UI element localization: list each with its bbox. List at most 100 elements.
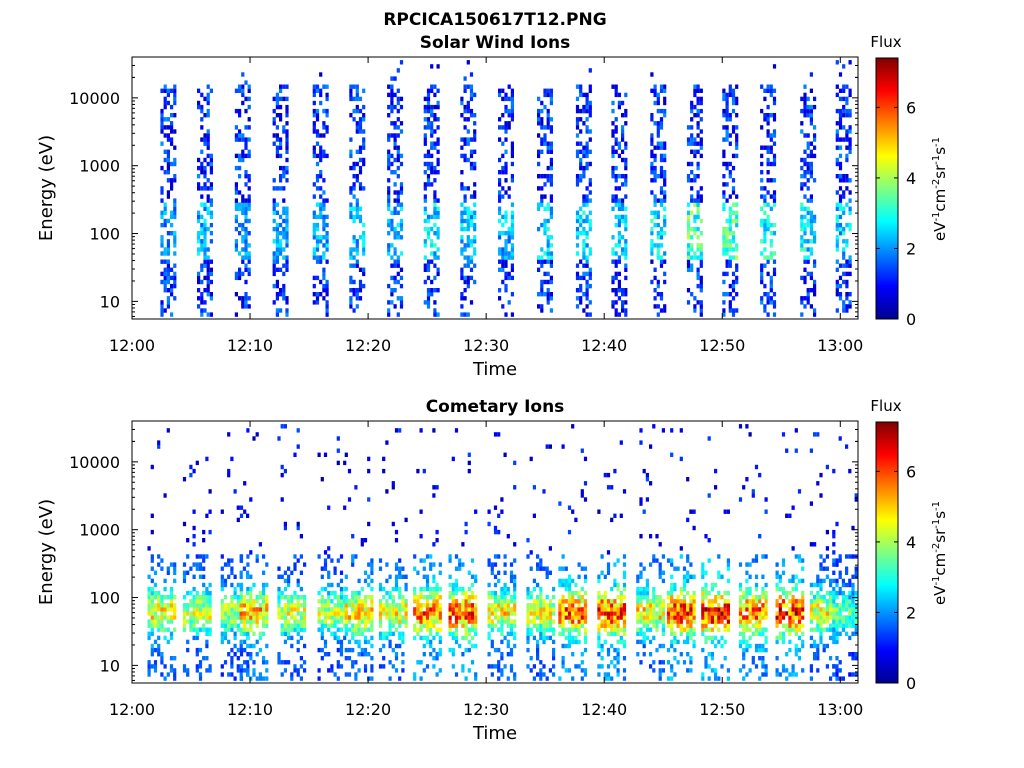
cell: [567, 619, 572, 624]
cell: [243, 660, 247, 665]
cell: [275, 113, 279, 118]
cell: [652, 635, 656, 641]
cell: [283, 619, 287, 624]
cell: [249, 497, 253, 502]
cell: [487, 615, 491, 620]
cell: [290, 599, 294, 604]
cell: [580, 660, 584, 665]
cell: [659, 165, 664, 171]
cell: [197, 88, 201, 93]
cell: [679, 623, 683, 628]
cell: [236, 664, 240, 669]
cell: [303, 668, 307, 673]
cell: [208, 631, 212, 636]
cell: [606, 485, 611, 490]
cell: [241, 271, 245, 277]
cell: [549, 206, 553, 211]
cell: [696, 210, 700, 215]
cell: [205, 656, 209, 661]
cell: [200, 267, 204, 272]
cell: [287, 599, 291, 604]
cell: [198, 595, 203, 600]
cell: [233, 586, 237, 592]
cell: [247, 304, 251, 309]
cell: [166, 239, 170, 244]
cell: [467, 647, 471, 653]
cell: [537, 121, 541, 126]
cell: [580, 652, 584, 657]
cell: [170, 231, 174, 236]
cell: [585, 279, 589, 285]
cell: [699, 279, 703, 285]
cell: [549, 194, 553, 199]
cell: [835, 174, 839, 179]
cell: [241, 198, 245, 203]
cell: [606, 664, 611, 669]
cell: [186, 672, 190, 677]
cell: [247, 206, 251, 211]
cell: [510, 202, 514, 207]
cell: [726, 603, 730, 608]
cell: [433, 141, 437, 146]
cell: [242, 611, 246, 616]
cell: [585, 161, 589, 167]
cell: [460, 202, 464, 207]
cell: [583, 497, 588, 502]
cell: [352, 186, 356, 191]
cell: [763, 263, 767, 268]
cell: [622, 615, 627, 620]
cell: [561, 607, 565, 612]
cell: [742, 627, 746, 632]
cell: [425, 582, 430, 588]
cell: [319, 206, 323, 211]
cell: [642, 509, 646, 514]
cell: [699, 96, 703, 102]
cell: [580, 489, 584, 494]
cell: [394, 607, 399, 612]
cell: [806, 96, 810, 102]
cell: [312, 153, 316, 159]
cell: [686, 263, 691, 268]
cell: [567, 599, 572, 604]
cell: [244, 292, 248, 297]
cell: [197, 231, 201, 236]
cell: [401, 668, 405, 673]
cell: [398, 615, 402, 620]
cell: [548, 623, 552, 628]
cell: [230, 599, 234, 604]
cell: [558, 676, 562, 681]
cell: [454, 635, 459, 641]
cell: [693, 113, 697, 118]
cell: [726, 623, 730, 628]
cell: [436, 235, 440, 240]
cell: [249, 603, 253, 608]
cell: [649, 619, 653, 624]
cell: [239, 652, 244, 657]
cell: [624, 288, 628, 293]
cell: [763, 113, 767, 118]
cell: [416, 570, 420, 575]
cell: [493, 562, 498, 567]
cell: [419, 603, 423, 608]
cell: [600, 623, 604, 628]
cell: [413, 607, 417, 612]
cell: [606, 615, 611, 620]
cell: [285, 113, 289, 118]
cell: [487, 521, 491, 527]
cell: [537, 186, 541, 191]
cell: [202, 566, 206, 571]
y-tick-10: 10: [100, 236, 858, 317]
cell: [582, 271, 586, 277]
cell: [208, 590, 212, 596]
cell: [265, 660, 269, 665]
cell: [663, 206, 667, 211]
cell: [358, 108, 363, 114]
cell: [448, 611, 452, 616]
cell: [663, 214, 667, 220]
cell: [285, 133, 289, 138]
cell: [624, 92, 628, 98]
cell: [200, 108, 204, 114]
cell: [686, 202, 691, 207]
cell: [247, 267, 251, 272]
cell: [429, 607, 433, 612]
